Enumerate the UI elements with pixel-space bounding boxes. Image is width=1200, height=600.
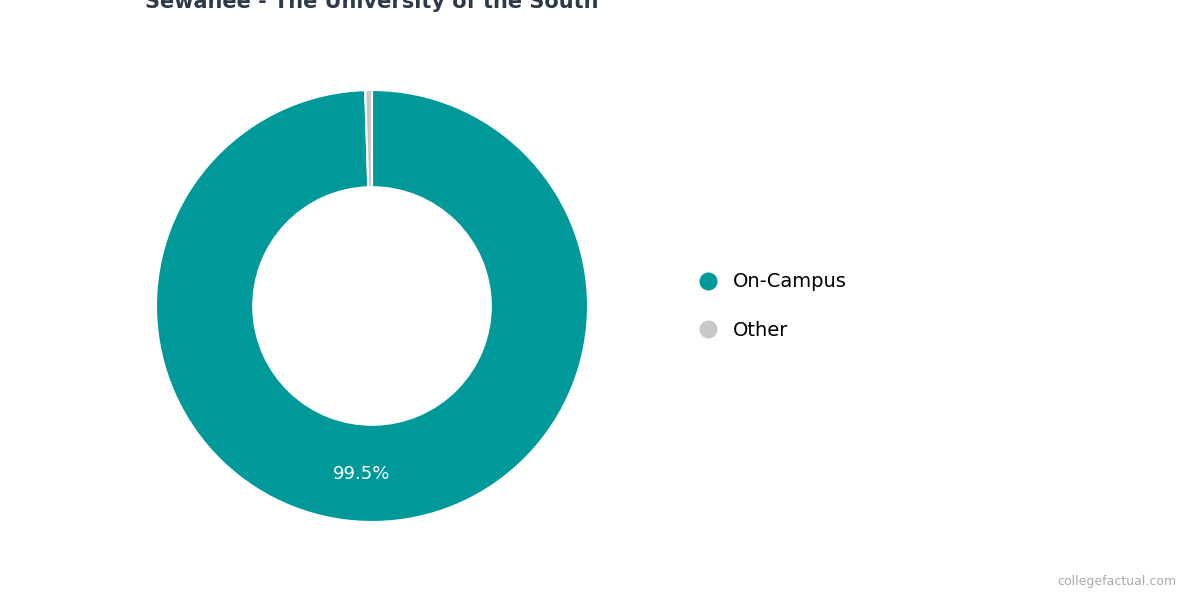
Title: Freshmen Living Arrangements at
Sewanee - The University of the South: Freshmen Living Arrangements at Sewanee … xyxy=(145,0,599,12)
Wedge shape xyxy=(365,90,372,187)
Legend: On-Campus, Other: On-Campus, Other xyxy=(679,253,866,359)
Text: 99.5%: 99.5% xyxy=(332,466,390,484)
Text: collegefactual.com: collegefactual.com xyxy=(1057,575,1176,588)
Wedge shape xyxy=(156,90,588,522)
